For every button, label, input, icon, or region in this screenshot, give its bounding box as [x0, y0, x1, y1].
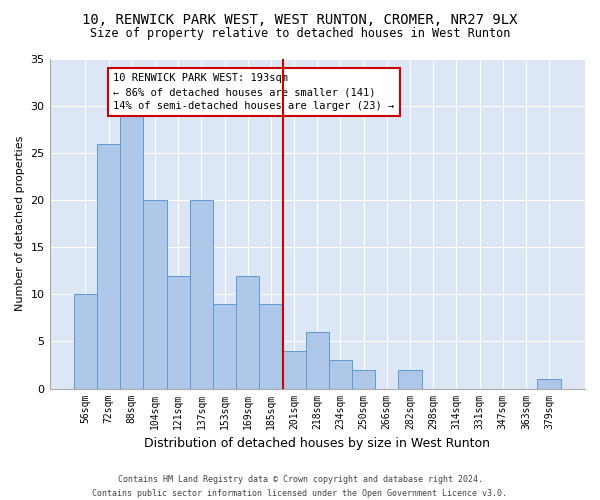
X-axis label: Distribution of detached houses by size in West Runton: Distribution of detached houses by size …	[144, 437, 490, 450]
Bar	[97, 144, 120, 388]
Bar	[167, 276, 190, 388]
Bar	[190, 200, 213, 388]
Bar	[236, 276, 259, 388]
Bar	[143, 200, 167, 388]
Bar	[329, 360, 352, 388]
Text: Size of property relative to detached houses in West Runton: Size of property relative to detached ho…	[90, 28, 510, 40]
Bar	[398, 370, 422, 388]
Bar	[259, 304, 283, 388]
Bar	[538, 379, 560, 388]
Text: Contains HM Land Registry data © Crown copyright and database right 2024.
Contai: Contains HM Land Registry data © Crown c…	[92, 476, 508, 498]
Text: 10, RENWICK PARK WEST, WEST RUNTON, CROMER, NR27 9LX: 10, RENWICK PARK WEST, WEST RUNTON, CROM…	[82, 12, 518, 26]
Bar	[352, 370, 375, 388]
Bar	[283, 351, 305, 389]
Text: 10 RENWICK PARK WEST: 193sqm
← 86% of detached houses are smaller (141)
14% of s: 10 RENWICK PARK WEST: 193sqm ← 86% of de…	[113, 73, 395, 111]
Bar	[305, 332, 329, 388]
Bar	[213, 304, 236, 388]
Y-axis label: Number of detached properties: Number of detached properties	[15, 136, 25, 312]
Bar	[120, 116, 143, 388]
Bar	[74, 294, 97, 388]
